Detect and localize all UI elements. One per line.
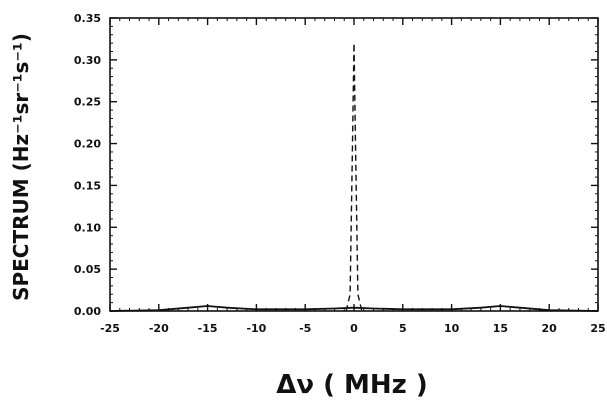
x-tick-label: 25 — [590, 322, 605, 335]
y-tick-label: 0.05 — [74, 263, 101, 276]
x-tick-label: -15 — [198, 322, 218, 335]
x-tick-label: -25 — [100, 322, 120, 335]
y-tick-label: 0.35 — [74, 12, 101, 25]
x-axis-label: Δν ( MHz ) — [276, 370, 428, 400]
y-tick-label: 0.15 — [74, 179, 101, 192]
x-tick-label: 0 — [350, 322, 358, 335]
y-tick-label: 0.10 — [74, 221, 101, 234]
dashed-series-line — [345, 43, 363, 312]
x-tick-label: 20 — [542, 322, 558, 335]
x-tick-label: 5 — [399, 322, 407, 335]
series-layer — [109, 43, 599, 312]
y-tick-label: 0.00 — [74, 305, 101, 318]
x-tick-label: -10 — [246, 322, 266, 335]
solid-series-line — [109, 305, 599, 312]
plot-frame — [109, 17, 599, 312]
y-tick-label: 0.30 — [74, 54, 101, 67]
y-axis-label: SPECTRUM (Hz⁻¹sr⁻¹s⁻¹) — [9, 33, 33, 301]
axes: -25 -20 -15 -10 -5 0 5 10 15 20 25 0.00 0.05 0.10 0.15… — [74, 12, 606, 335]
y-tick-label: 0.25 — [74, 96, 101, 109]
y-tick-label: 0.20 — [74, 138, 101, 151]
x-tick-label: 15 — [493, 322, 508, 335]
x-tick-label: -20 — [149, 322, 169, 335]
x-tick-label: 10 — [444, 322, 460, 335]
x-tick-label: -5 — [299, 322, 311, 335]
